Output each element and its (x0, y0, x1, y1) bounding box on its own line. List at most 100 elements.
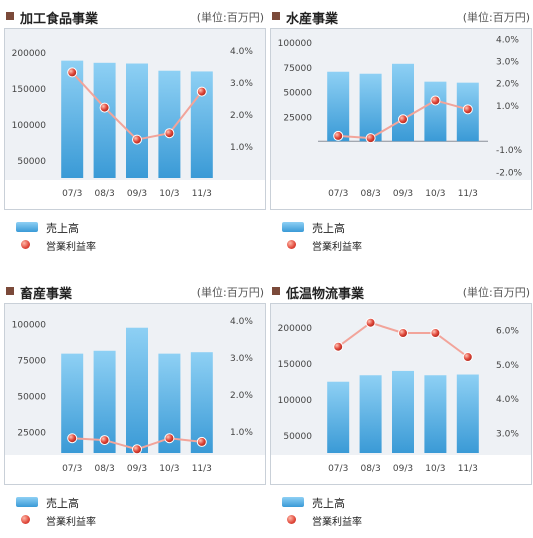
sales-bar (456, 374, 479, 453)
dot-marker-icon (21, 240, 30, 249)
y-right-tick-label: 4.0% (230, 47, 253, 57)
margin-point (333, 341, 344, 352)
sales-bar (327, 381, 350, 453)
y-right-tick-label: 4.0% (230, 317, 253, 327)
sales-bar (158, 70, 181, 178)
margin-point (365, 317, 376, 328)
chart-plot-frame: 25000 50000 75000 100000 1.0% 2.0% 3.0% 4.0% 07/… (4, 303, 266, 485)
x-tick-label: 09/3 (393, 464, 413, 474)
bullet-square-icon (272, 287, 280, 295)
chart-panel-seafood: 水産事業 (単位:百万円) 25000 50000 75000 100000 -2.0%… (270, 8, 532, 263)
chart-plot-frame: 50000 100000 150000 200000 1.0% 2.0% 3.0% 4.0% 0… (4, 28, 266, 210)
dot-marker-icon (287, 240, 296, 249)
margin-point (333, 130, 344, 141)
chart-plot-frame: 50000 100000 150000 200000 3.0% 4.0% 5.0% 6.0% 0… (270, 303, 532, 485)
y-left-tick-label: 100000 (12, 121, 47, 131)
y-left-tick-label: 50000 (17, 157, 46, 167)
chart-legend: 売上高 営業利益率 (278, 216, 528, 256)
margin-point (196, 86, 207, 97)
margin-point (164, 128, 175, 139)
x-tick-label: 10/3 (425, 464, 445, 474)
sales-bar (392, 63, 414, 142)
unit-label: (単位:百万円) (462, 286, 530, 299)
margin-point (99, 435, 110, 446)
unit-label: (単位:百万円) (462, 11, 530, 24)
legend-label-sales: 売上高 (46, 497, 79, 510)
sales-bar (327, 71, 350, 142)
y-left-tick-label: 150000 (12, 85, 47, 95)
y-right-tick-label: 2.0% (230, 391, 253, 401)
chart-title: 加工食品事業 (20, 12, 99, 27)
y-right-tick-label: 3.0% (496, 58, 519, 68)
x-tick-label: 07/3 (328, 189, 348, 199)
sales-bar (424, 81, 447, 142)
y-left-tick-label: 25000 (283, 113, 312, 123)
x-tick-label: 10/3 (425, 189, 445, 199)
sales-bar (190, 352, 213, 453)
legend-label-margin: 営業利益率 (312, 242, 362, 253)
chart-title: 水産事業 (286, 12, 339, 27)
margin-point (398, 328, 408, 338)
x-tick-label: 09/3 (393, 189, 413, 199)
margin-point (67, 67, 78, 78)
y-right-tick-label: 1.0% (496, 102, 519, 112)
legend-label-sales: 売上高 (312, 222, 345, 235)
x-tick-label: 08/3 (94, 189, 114, 199)
margin-point (164, 433, 175, 444)
bullet-square-icon (272, 12, 280, 20)
dot-marker-icon (21, 515, 30, 524)
panel-header: 加工食品事業 (単位:百万円) (4, 8, 266, 30)
unit-label: (単位:百万円) (196, 11, 264, 24)
y-left-tick-label: 50000 (283, 89, 312, 99)
chart-panel-livestock: 畜産事業 (単位:百万円) 25000 50000 75000 100000 1.0% 2… (4, 283, 266, 538)
y-left-tick-label: 200000 (12, 49, 47, 59)
y-right-tick-label: 3.0% (230, 79, 253, 89)
legend-label-sales: 売上高 (312, 497, 345, 510)
y-right-tick-label: 3.0% (230, 354, 253, 364)
y-left-tick-label: 25000 (17, 428, 46, 438)
chart-panel-processed-food: 加工食品事業 (単位:百万円) 50000 100000 150000 200000 1… (4, 8, 266, 263)
y-left-tick-label: 100000 (278, 396, 313, 406)
sales-bar (359, 73, 382, 142)
bar-swatch-icon (16, 497, 38, 507)
y-right-tick-label: 4.0% (496, 35, 519, 45)
y-left-tick-label: 50000 (17, 392, 46, 402)
x-tick-label: 07/3 (62, 464, 82, 474)
dot-marker-icon (287, 515, 296, 524)
margin-point (132, 444, 142, 455)
y-left-tick-label: 75000 (283, 64, 312, 74)
x-tick-label: 09/3 (127, 189, 147, 199)
sales-bar (158, 353, 181, 453)
y-left-tick-label: 100000 (278, 39, 313, 49)
y-right-tick-label: 2.0% (230, 111, 253, 121)
y-right-tick-label: 4.0% (496, 395, 519, 405)
margin-point (99, 102, 110, 113)
x-tick-label: 07/3 (62, 189, 82, 199)
chart-title: 畜産事業 (20, 287, 73, 302)
chart-plot-frame: 25000 50000 75000 100000 -2.0% -1.0% 1.0% 2.0% 3… (270, 28, 532, 210)
sales-bar (93, 350, 116, 453)
legend-label-sales: 売上高 (46, 222, 79, 235)
legend-label-margin: 営業利益率 (46, 242, 96, 253)
chart-title: 低温物流事業 (286, 287, 365, 302)
x-tick-label: 08/3 (360, 189, 380, 199)
x-tick-label: 07/3 (328, 464, 348, 474)
chart-legend: 売上高 営業利益率 (278, 491, 528, 531)
y-right-tick-label: 2.0% (496, 80, 519, 90)
x-tick-label: 10/3 (159, 464, 179, 474)
y-right-tick-label: 3.0% (496, 429, 519, 439)
chart-legend: 売上高 営業利益率 (12, 216, 262, 256)
y-right-tick-label: 5.0% (496, 361, 519, 371)
sales-bar (61, 353, 84, 453)
margin-point (430, 95, 441, 106)
margin-point (196, 436, 207, 447)
x-tick-label: 08/3 (360, 464, 380, 474)
y-left-tick-label: 50000 (283, 432, 312, 442)
x-tick-label: 09/3 (127, 464, 147, 474)
x-tick-label: 11/3 (192, 189, 212, 199)
sales-bar (93, 62, 116, 178)
bar-swatch-icon (16, 222, 38, 232)
bar-swatch-icon (282, 222, 304, 232)
margin-point (132, 134, 142, 145)
y-right-tick-label: 6.0% (496, 327, 519, 337)
